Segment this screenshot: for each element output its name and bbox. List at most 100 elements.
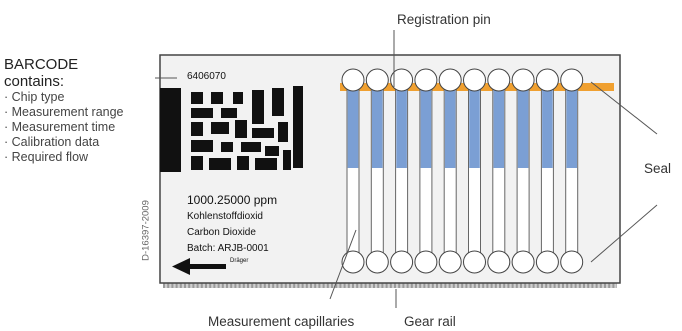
gear-tooth [396, 283, 399, 288]
gear-tooth [597, 283, 600, 288]
chip-name-en: Carbon Dioxide [187, 227, 256, 238]
bottom-seal-circle [414, 250, 438, 274]
gear-tooth [358, 283, 361, 288]
capillary-fill [542, 90, 553, 168]
top-seal-circle [390, 68, 414, 92]
bottom-seal-circle [365, 250, 389, 274]
bottom-seal-circle [487, 250, 511, 274]
capillary-fill [493, 90, 505, 168]
gear-tooth [501, 283, 504, 288]
gear-tooth [522, 283, 525, 288]
gear-tooth [253, 283, 256, 288]
gear-tooth [568, 283, 571, 288]
gear-tooth [194, 283, 197, 288]
gear-tooth [463, 283, 466, 288]
label-measurement-capillaries: Measurement capillaries [208, 314, 355, 329]
gear-tooth [480, 283, 483, 288]
bottom-seal-circle [341, 250, 365, 274]
gear-tooth [375, 283, 378, 288]
gear-tooth [181, 283, 184, 288]
gear-tooth [232, 283, 235, 288]
gear-tooth [379, 283, 382, 288]
gear-tooth [601, 283, 604, 288]
gear-tooth [614, 283, 617, 288]
gear-tooth [215, 283, 218, 288]
gear-tooth [265, 283, 268, 288]
gear-tooth [286, 283, 289, 288]
gear-tooth [517, 283, 520, 288]
gear-tooth [446, 283, 449, 288]
gear-tooth [543, 283, 546, 288]
gear-tooth [219, 283, 222, 288]
gear-tooth [291, 283, 294, 288]
gear-tooth [442, 283, 445, 288]
top-seal-circle [511, 68, 535, 92]
gear-tooth [328, 283, 331, 288]
gear-tooth [198, 283, 201, 288]
gear-tooth [211, 283, 214, 288]
gear-tooth [299, 283, 302, 288]
capillary-tube [341, 68, 365, 274]
gear-tooth [169, 283, 172, 288]
gear-tooth [404, 283, 407, 288]
gear-tooth [282, 283, 285, 288]
barcode [160, 86, 303, 172]
gear-tooth [593, 283, 596, 288]
capillary-fill [444, 90, 456, 168]
gear-tooth [270, 283, 273, 288]
gear-tooth [559, 283, 562, 288]
capillary-fill [517, 90, 529, 168]
gear-tooth [324, 283, 327, 288]
bottom-seal-circle [438, 250, 462, 274]
gear-tooth [177, 283, 180, 288]
gear-tooth [513, 283, 516, 288]
gear-tooth [547, 283, 550, 288]
gear-tooth [295, 283, 298, 288]
legend-item: · Measurement range [4, 105, 124, 119]
legend-title-line1: BARCODE [4, 56, 79, 73]
barcode-legend: BARCODE contains: · Chip type · Measurem… [4, 56, 124, 165]
gear-tooth [337, 283, 340, 288]
bottom-seal-circle [535, 250, 559, 274]
top-seal-circle [414, 68, 438, 92]
gear-tooth [551, 283, 554, 288]
gear-tooth [249, 283, 252, 288]
gear-tooth [509, 283, 512, 288]
gear-tooth [366, 283, 369, 288]
gear-tooth [236, 283, 239, 288]
gear-tooth [538, 283, 541, 288]
gear-tooth [186, 283, 189, 288]
gear-tooth [488, 283, 491, 288]
gear-tooth [606, 283, 609, 288]
gear-tooth [475, 283, 478, 288]
gear-tooth [454, 283, 457, 288]
gear-tooth [400, 283, 403, 288]
gear-tooth [362, 283, 365, 288]
gear-tooth [534, 283, 537, 288]
capillary-tube [560, 68, 584, 274]
capillary-tube [414, 68, 438, 274]
capillary-tube [511, 68, 535, 274]
measurement-capillaries [340, 68, 614, 274]
chip-name-de: Kohlenstoffdioxid [187, 211, 263, 222]
gear-tooth [228, 283, 231, 288]
gear-tooth [459, 283, 462, 288]
capillary-fill [396, 90, 407, 168]
direction-arrow-icon [172, 258, 226, 275]
gear-tooth [202, 283, 205, 288]
gear-tooth [165, 283, 168, 288]
top-seal-circle [560, 68, 584, 92]
legend-item: · Measurement time [4, 120, 116, 134]
gear-tooth [438, 283, 441, 288]
gear-tooth [316, 283, 319, 288]
capillary-fill [347, 90, 359, 168]
top-seal-circle [438, 68, 462, 92]
gear-tooth [564, 283, 567, 288]
callout-lines [155, 30, 658, 308]
gear-tooth [207, 283, 210, 288]
gear-tooth [505, 283, 508, 288]
gear-tooth [354, 283, 357, 288]
gear-tooth [244, 283, 247, 288]
gear-tooth [223, 283, 226, 288]
